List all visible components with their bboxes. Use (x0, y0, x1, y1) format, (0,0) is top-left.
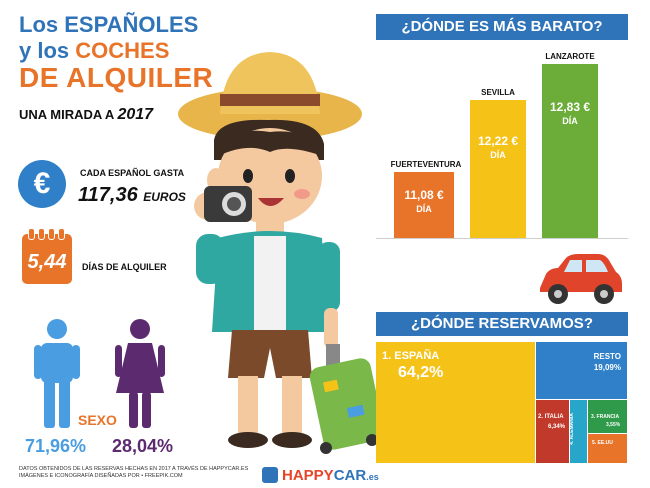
happycar-logo-icon (262, 467, 278, 483)
title-line-1: Los ESPAÑOLES (19, 12, 199, 37)
bar-label-fuerteventura: FUERTEVENTURA (390, 160, 462, 169)
title-line-3: DE ALQUILER (19, 62, 214, 93)
tourist-illustration (178, 52, 378, 454)
treemap-cell-germany: 4. ALEMANIA (569, 400, 588, 464)
days-value: 5,44 (27, 251, 67, 273)
gender-label: SEXO (78, 412, 117, 428)
female-icon (115, 319, 165, 428)
male-percentage: 71,96% (25, 436, 87, 456)
euro-icon: € (18, 160, 66, 208)
spend-amount: 117,36 EUROS (78, 184, 186, 206)
bar-sevilla: 12,22 € DÍA (470, 100, 526, 238)
male-icon (34, 319, 80, 428)
treemap-cell-spain: 1. ESPAÑA 64,2% (376, 342, 536, 464)
bar-label-sevilla: SEVILLA (481, 88, 515, 97)
days-label: DÍAS DE ALQUILER (82, 262, 167, 272)
chart-baseline (376, 238, 628, 239)
bar-lanzarote: 12,83 € DÍA (542, 64, 598, 238)
spend-label: CADA ESPAÑOL GASTA (80, 168, 185, 178)
footer-note: DATOS OBTENIDOS DE LAS RESERVAS HECHAS E… (19, 466, 249, 479)
treemap-cell-italy: 2. ITALIA 6,34% (536, 400, 570, 464)
car-icon (540, 254, 622, 304)
treemap-cell-france: 3. FRANCIA 3,55% (588, 400, 628, 434)
treemap-cell-rest: RESTO 19,09% (536, 342, 628, 400)
bar-label-lanzarote: LANZAROTE (545, 52, 595, 61)
subtitle: UNA MIRADA A 2017 (19, 106, 154, 123)
booking-heading: ¿DÓNDE RESERVAMOS? (376, 312, 628, 336)
cheapest-heading: ¿DÓNDE ES MÁS BARATO? (376, 14, 628, 40)
title-accent: COCHES (75, 38, 170, 63)
title-line-2: y los COCHES (19, 38, 170, 63)
bar-fuerteventura: 11,08 € DÍA (394, 172, 454, 238)
treemap-cell-usa: 5. EE.UU (588, 434, 628, 464)
female-percentage: 28,04% (112, 436, 174, 456)
calendar-icon: 5,44 (22, 228, 72, 284)
happycar-logo[interactable]: HAPPYCAR.es (282, 467, 379, 484)
